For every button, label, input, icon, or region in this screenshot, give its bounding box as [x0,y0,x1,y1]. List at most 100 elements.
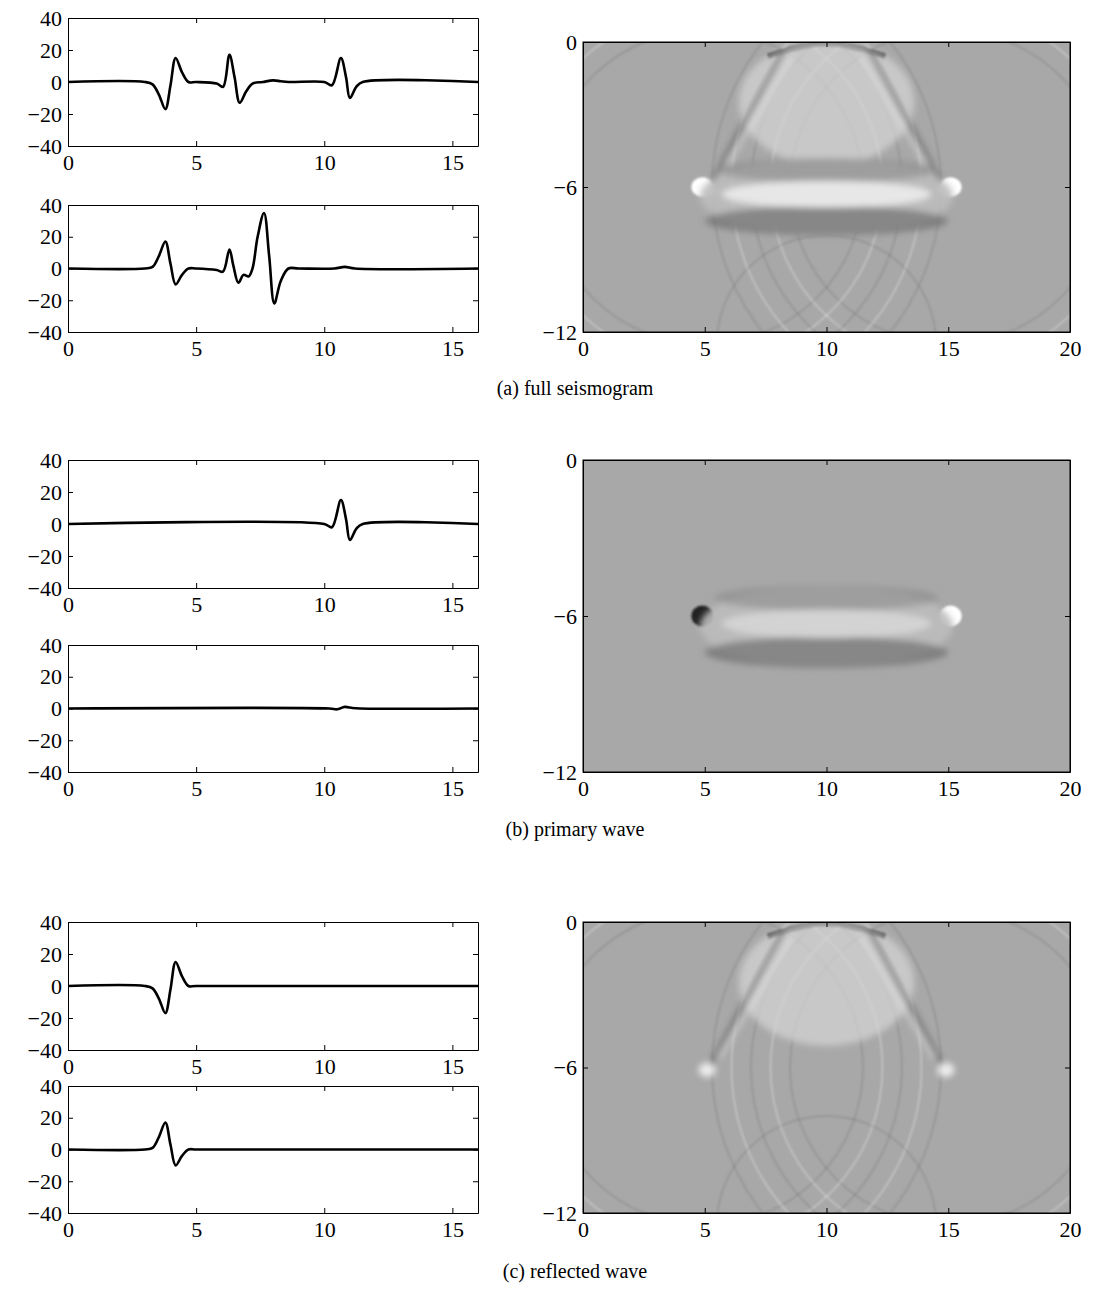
tick-label: 15 [442,336,464,361]
tick-label: 0 [578,1217,589,1242]
axis: −40−2002040 [28,448,73,601]
axis [473,461,479,589]
tick [324,205,325,210]
tick: −6 [554,604,588,629]
tick-mark [473,1181,478,1182]
image-area [583,460,1070,772]
tick [473,986,478,987]
tick [196,645,197,650]
tick: 15 [442,1045,464,1079]
tick-mark [948,1208,949,1213]
tick-label: 0 [566,30,577,55]
axis: −40−2002040 [28,910,73,1063]
tick: 5 [191,1045,202,1079]
image-features [699,42,955,235]
tick-mark [473,269,478,270]
tick [473,588,478,589]
tick-label: −6 [554,604,577,629]
tick [705,42,706,47]
tick-label: 5 [191,1054,202,1079]
axis: 051015 [63,767,479,801]
tick-mark [68,1018,73,1019]
tick-mark [68,114,73,115]
plot-background [68,1086,478,1213]
tick: −20 [28,728,73,753]
axis: −40−2002040 [28,1074,73,1226]
seismogram-panel: 051015−40−2002040 [28,1074,479,1242]
tick-label: 10 [314,150,336,175]
tick-mark [473,18,478,19]
tick: 0 [566,910,588,935]
axis: 051015 [63,1208,479,1242]
tick-label: 0 [51,70,62,95]
tick [473,269,478,270]
tick [473,954,478,955]
tick-mark [473,740,478,741]
wavefront [861,937,934,1058]
tick: 10 [314,1208,336,1242]
axis-line [69,588,479,589]
wavefront [717,235,936,332]
tick-label: −40 [28,1038,62,1063]
tick-label: 20 [1060,1217,1082,1242]
tick: 5 [191,1208,202,1242]
tick-mark [452,141,453,146]
tick-label: −40 [28,320,62,345]
trace [68,500,478,540]
axis-line [584,772,1071,773]
tick: 5 [700,327,711,361]
axis: 051015 [63,327,479,361]
tick-mark [705,1208,706,1213]
axis-line [69,772,479,773]
caption: (b) primary wave [506,818,645,841]
tick-label: 20 [40,942,62,967]
tick: 40 [40,910,73,935]
tick-mark [68,1181,73,1182]
tick-mark [196,583,197,588]
tick-mark [68,1050,73,1051]
tick [1065,1068,1070,1069]
tick-label: 20 [40,224,62,249]
tick-mark [452,460,453,465]
tick [473,1150,478,1151]
tick [473,205,478,206]
tick: 5 [191,583,202,617]
image-features [583,922,1070,1213]
tick: −40 [28,1201,73,1226]
tick: 20 [40,38,73,63]
tick [196,205,197,210]
axis-line [478,1087,479,1214]
tick [473,645,478,646]
tick-label: 0 [578,776,589,801]
tick-mark [452,1045,453,1050]
tick-mark [68,556,73,557]
tick [473,709,478,710]
tick-label: 0 [566,448,577,473]
tick-mark [473,1150,478,1151]
axis: 051015 [63,1045,479,1079]
tick-label: −40 [28,134,62,159]
tick: 10 [816,327,838,361]
axis [69,18,479,23]
tick: 0 [578,1208,589,1242]
tick-mark [948,922,949,927]
tick-mark [196,645,197,650]
wavefront [870,932,943,1068]
tick [452,645,453,650]
trace [68,962,478,1013]
seismogram-panel: 051015−40−2002040 [28,6,479,175]
tick: 5 [700,1208,711,1242]
tick: −40 [28,320,73,345]
tick [473,1118,478,1119]
tick-label: 0 [51,1137,62,1162]
tick-mark [827,1208,828,1213]
tick [827,922,828,927]
tick-mark [324,1045,325,1050]
tick-mark [68,524,73,525]
tick-mark [68,300,73,301]
trace [68,707,478,709]
tick-mark [68,460,73,461]
tick-label: 0 [578,336,589,361]
axis [584,42,1071,47]
tick-mark [452,1208,453,1213]
